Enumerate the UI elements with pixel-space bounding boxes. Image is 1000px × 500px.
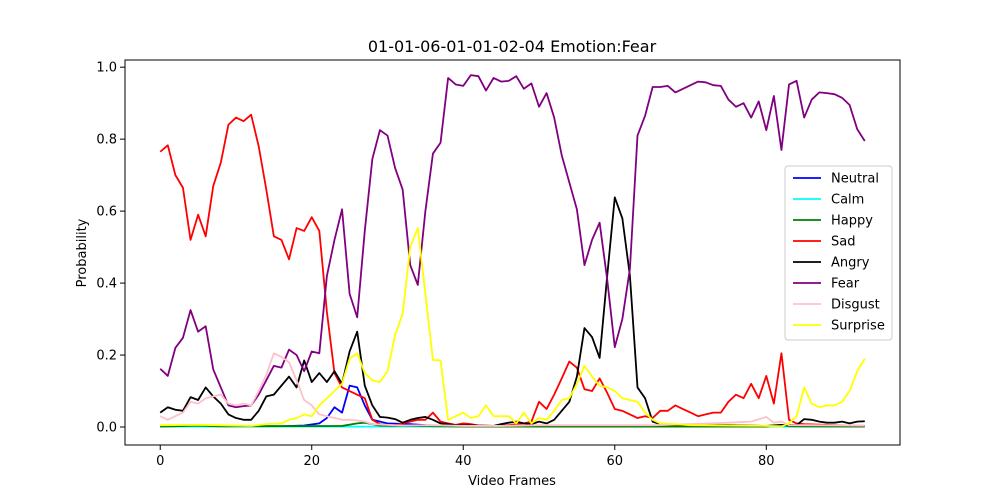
x-axis-ticks: 0 20 40 60 80 bbox=[156, 445, 775, 469]
legend: Neutral Calm Happy Sad Angry Fear Disgust Surpr… bbox=[784, 165, 893, 341]
legend-label-sad: Sad bbox=[831, 235, 855, 250]
series-line-surprise bbox=[160, 227, 866, 428]
x-tick-label: 0 bbox=[156, 454, 164, 469]
chart-title: 01-01-06-01-01-02-04 Emotion:Fear bbox=[368, 37, 657, 56]
y-tick-label: 0.8 bbox=[96, 133, 117, 148]
x-tick-label: 80 bbox=[758, 454, 775, 469]
y-tick-label: 1.0 bbox=[96, 61, 117, 76]
y-axis-label: Probability bbox=[75, 218, 90, 287]
x-tick-label: 40 bbox=[455, 454, 472, 469]
legend-label-surprise: Surprise bbox=[831, 319, 885, 334]
y-tick-label: 0.6 bbox=[96, 205, 117, 220]
legend-label-neutral: Neutral bbox=[831, 172, 879, 187]
plot-lines bbox=[159, 74, 866, 428]
x-tick-label: 20 bbox=[303, 454, 320, 469]
legend-label-happy: Happy bbox=[831, 214, 873, 229]
y-axis-ticks: 0.0 0.2 0.4 0.6 0.8 1.0 bbox=[96, 61, 125, 436]
legend-box bbox=[784, 165, 893, 341]
legend-label-angry: Angry bbox=[831, 256, 870, 271]
legend-label-disgust: Disgust bbox=[831, 298, 880, 313]
legend-label-fear: Fear bbox=[831, 277, 860, 292]
series-line-angry bbox=[159, 196, 865, 427]
plot-frame bbox=[124, 59, 901, 446]
series-line-disgust bbox=[159, 352, 865, 427]
y-tick-label: 0.4 bbox=[96, 277, 117, 292]
series-line-fear bbox=[159, 74, 866, 409]
x-tick-label: 60 bbox=[606, 454, 623, 469]
y-tick-label: 0.2 bbox=[96, 349, 117, 364]
x-axis-label: Video Frames bbox=[468, 474, 556, 489]
legend-label-calm: Calm bbox=[831, 193, 864, 208]
y-tick-label: 0.0 bbox=[96, 421, 117, 436]
